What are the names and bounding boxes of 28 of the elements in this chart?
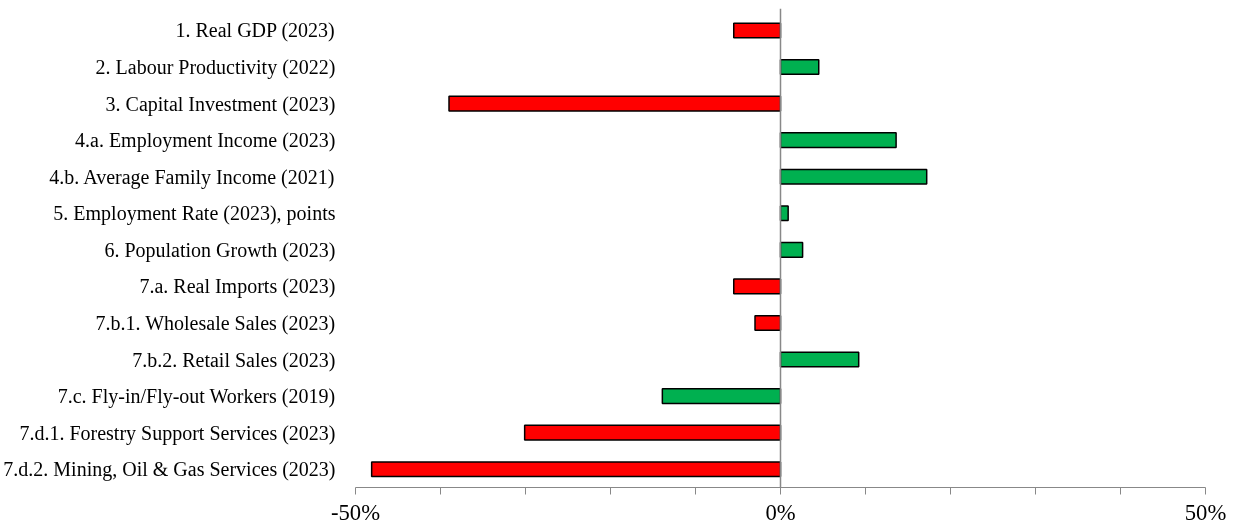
y-tick-label: 7.a. Real Imports (2023) bbox=[139, 275, 336, 299]
bar bbox=[779, 132, 897, 149]
bar bbox=[733, 278, 782, 295]
y-tick-label: 1. Real GDP (2023) bbox=[175, 19, 335, 43]
y-tick-label: 7.b.2. Retail Sales (2023) bbox=[132, 348, 336, 372]
y-tick-label: 7.c. Fly-in/Fly-out Workers (2019) bbox=[57, 385, 336, 409]
bar bbox=[779, 241, 804, 258]
y-tick-label: 4.b. Average Family Income (2021) bbox=[49, 165, 335, 189]
y-tick-label: 7.d.2. Mining, Oil & Gas Services (2023) bbox=[3, 458, 336, 482]
y-tick-label: 5. Employment Rate (2023), points bbox=[53, 202, 336, 226]
y-tick-label: 3. Capital Investment (2023) bbox=[105, 92, 336, 116]
bar bbox=[754, 314, 782, 332]
bar bbox=[523, 424, 782, 441]
y-tick-label: 7.b.1. Wholesale Sales (2023) bbox=[95, 311, 336, 335]
bar bbox=[661, 388, 782, 405]
x-tick-label: 0% bbox=[765, 499, 796, 525]
bar bbox=[733, 22, 782, 39]
bar bbox=[448, 95, 782, 112]
bar bbox=[779, 58, 820, 76]
x-tick-label: -50% bbox=[330, 499, 381, 525]
y-tick-label: 2. Labour Productivity (2022) bbox=[95, 56, 336, 79]
bar bbox=[779, 168, 928, 185]
x-tick-label: 50% bbox=[1184, 499, 1227, 525]
y-tick-label: 6. Population Growth (2023) bbox=[104, 238, 336, 262]
bar bbox=[779, 351, 860, 368]
bar bbox=[370, 461, 782, 478]
y-tick-label: 4.a. Employment Income (2023) bbox=[75, 129, 336, 153]
y-tick-label: 7.d.1. Forestry Support Services (2023) bbox=[19, 421, 336, 445]
